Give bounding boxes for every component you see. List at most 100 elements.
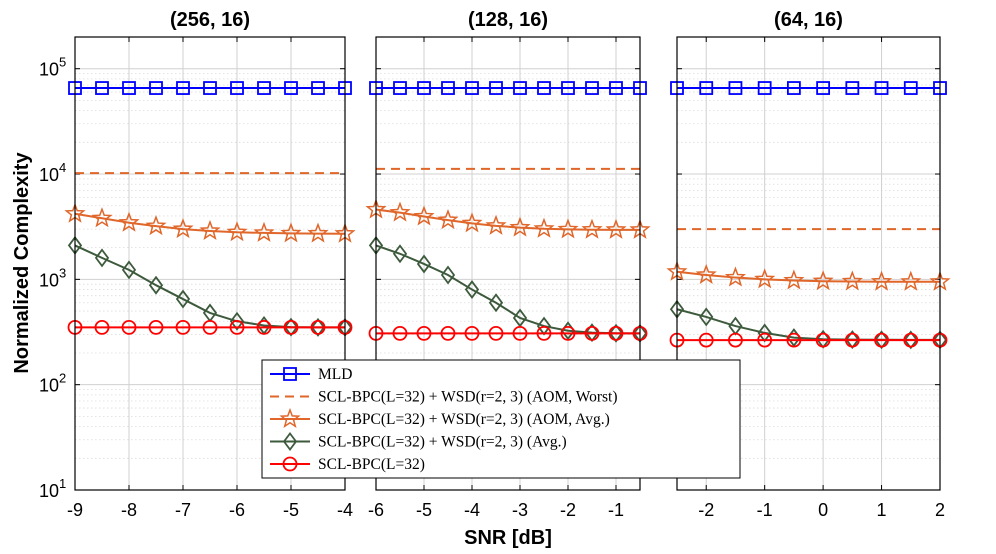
x-tick-label: -2 (560, 500, 576, 520)
subplot-1-axes-box (74, 36, 346, 491)
data-point-aom_avg (118, 211, 140, 232)
data-point-scl (815, 332, 831, 348)
data-point-mld (489, 81, 503, 95)
x-tick-label: -6 (229, 500, 245, 520)
data-point-mld (311, 81, 325, 95)
data-point-mld (230, 81, 244, 95)
data-point-aom_avg (389, 201, 411, 222)
data-point-wsd_avg (310, 317, 326, 337)
data-point-wsd_avg (416, 254, 432, 274)
subplot-2-axes-box (375, 36, 641, 491)
data-point-wsd_avg (903, 330, 918, 350)
legend-marker (279, 407, 301, 429)
data-point-mld (176, 81, 190, 95)
x-tick-label: -9 (67, 500, 83, 520)
data-point-scl (202, 319, 218, 335)
x-tick-label: -1 (608, 500, 624, 520)
data-point-aom_avg (485, 214, 507, 235)
data-point-mld (95, 81, 109, 95)
data-point-mld (257, 81, 271, 95)
legend-entry-aom_avg: SCL-BPC(L=32) + WSD(r=2, 3) (AOM, Avg.) (270, 407, 610, 429)
x-tick-label: -4 (337, 500, 353, 520)
data-point-mld (149, 81, 163, 95)
data-point-aom_avg (557, 218, 579, 239)
data-point-aom_avg (533, 217, 555, 238)
x-tick-label: 2 (935, 500, 945, 520)
data-point-mld (441, 81, 455, 95)
legend-marker (282, 432, 298, 451)
subplot-1: -9 -8 -7 -6 -5 -4 (256, 16) 101 102 103 104 105 (39, 9, 356, 520)
legend: MLD SCL-BPC(L=32) + WSD(r=2, 3) (AOM, Wor… (261, 359, 741, 479)
data-point-mld (757, 81, 772, 95)
data-point-scl (903, 332, 919, 348)
subplot-3-title: (64, 16) (774, 9, 843, 31)
data-point-mld (903, 81, 918, 95)
x-tick-label: -2 (698, 500, 714, 520)
data-point-aom_avg (695, 263, 717, 284)
data-point-aom_avg (199, 219, 221, 240)
data-point-scl (786, 332, 802, 348)
data-point-mld (874, 81, 889, 95)
data-point-wsd_avg (488, 293, 504, 313)
data-point-aom_avg (783, 269, 805, 290)
subplot-3-axes-box (676, 36, 941, 491)
data-point-wsd_avg (512, 308, 528, 328)
x-tick-label: 1 (877, 500, 887, 520)
legend-entry-scl: SCL-BPC(L=32) (270, 456, 425, 473)
y-tick-label: 104 (39, 160, 66, 185)
data-point-scl (844, 332, 860, 348)
data-point-scl (512, 325, 528, 341)
data-point-wsd_avg (392, 244, 408, 264)
data-point-scl (256, 319, 272, 335)
data-point-wsd_avg (283, 317, 299, 337)
data-point-mld (699, 81, 714, 95)
data-point-scl (175, 319, 191, 335)
x-tick-label: -5 (283, 500, 299, 520)
data-point-mld (609, 81, 623, 95)
data-point-mld (465, 81, 479, 95)
x-axis-label: SNR [dB] (464, 527, 552, 549)
data-point-aom_avg (413, 205, 435, 226)
data-point-mld (393, 81, 407, 95)
legend-entry-aom_worst: SCL-BPC(L=32) + WSD(r=2, 3) (AOM, Worst) (270, 389, 618, 406)
data-point-aom_avg (605, 218, 627, 239)
data-point-mld (513, 81, 527, 95)
data-point-mld (816, 81, 831, 95)
legend-label: SCL-BPC(L=32) + WSD(r=2, 3) (AOM, Avg.) (318, 411, 610, 428)
data-point-scl (608, 325, 624, 341)
data-point-scl (392, 325, 408, 341)
data-point-aom_avg (226, 221, 248, 242)
data-point-aom_avg (91, 207, 113, 228)
data-point-wsd_avg (699, 307, 714, 327)
series-line-aom_avg (676, 270, 940, 283)
subplot-1-title: (256, 16) (170, 9, 250, 31)
data-point-wsd_avg (464, 280, 480, 300)
data-point-aom_avg (754, 268, 776, 289)
y-axis-label: Normalized Complexity (11, 152, 33, 374)
data-point-scl (416, 325, 432, 341)
data-point-scl (310, 319, 326, 335)
data-point-scl (148, 319, 164, 335)
data-point-mld (537, 81, 551, 95)
data-point-mld (845, 81, 860, 95)
x-tick-label: -3 (512, 500, 528, 520)
data-point-mld (561, 81, 575, 95)
data-point-aom_avg (253, 221, 275, 242)
data-point-scl (536, 325, 552, 341)
data-point-aom_avg (841, 270, 863, 291)
x-tick-label: -4 (464, 500, 480, 520)
data-point-scl (283, 319, 299, 335)
x-tick-label: 0 (818, 500, 828, 520)
data-point-scl (121, 319, 137, 335)
data-point-wsd_avg (440, 265, 456, 285)
y-tick-label: 102 (39, 371, 66, 396)
y-tick-label: 103 (39, 265, 66, 290)
data-point-aom_avg (307, 222, 329, 243)
x-tick-label: -5 (416, 500, 432, 520)
data-point-scl (584, 325, 600, 341)
legend-marker (282, 456, 298, 472)
x-tick-label: -1 (757, 500, 773, 520)
data-point-scl (874, 332, 889, 348)
legend-label: SCL-BPC(L=32) + WSD(r=2, 3) (Avg.) (318, 434, 567, 451)
data-point-wsd_avg (874, 330, 889, 350)
